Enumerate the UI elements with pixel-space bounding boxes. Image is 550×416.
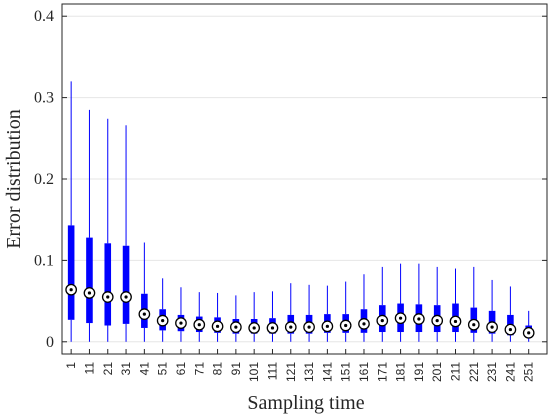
box-11 (83, 109, 96, 342)
x-tick-label: 181 (394, 362, 408, 382)
x-tick-label: 41 (137, 362, 151, 376)
y-tick-label: 0.2 (34, 171, 54, 188)
box-141 (321, 285, 334, 342)
median-dot (435, 319, 439, 323)
median-dot (472, 323, 476, 327)
x-tick-label: 21 (101, 362, 115, 376)
x-tick-label: 101 (247, 362, 261, 382)
grid-lines (62, 15, 547, 343)
box-91 (230, 295, 242, 342)
x-tick-label: 71 (192, 362, 206, 376)
median-dot (344, 323, 348, 328)
iqr-box (86, 237, 93, 324)
box-41 (138, 242, 151, 342)
x-tick-label: 11 (82, 362, 96, 375)
x-tick-label: 191 (412, 362, 426, 382)
median-dot (270, 326, 275, 330)
median-dot (362, 322, 366, 326)
box-131 (303, 284, 315, 342)
box-201 (431, 266, 444, 342)
box-31 (120, 125, 132, 342)
box-71 (193, 292, 206, 342)
x-axis-title: Sampling time (247, 392, 364, 414)
box-151 (339, 281, 352, 342)
y-tick-label: 0.4 (34, 8, 54, 25)
median-dot (106, 295, 110, 299)
box-161 (358, 274, 370, 342)
median-dot (289, 325, 293, 329)
x-tick-label: 251 (522, 362, 536, 382)
median-dot (69, 288, 73, 292)
median-dot (398, 316, 403, 320)
x-tick-label: 1 (64, 362, 78, 369)
box-171 (376, 266, 389, 342)
box-231 (486, 279, 498, 342)
x-axis-ticks: 1 11 21 31 41 51 61 71 81 91 101 111 121 131 141 151 161… (64, 349, 536, 382)
box-251 (522, 310, 535, 342)
median-dot (215, 324, 220, 328)
box-241 (504, 286, 517, 342)
box-221 (467, 266, 480, 342)
x-tick-label: 141 (320, 362, 334, 382)
median-dot (325, 324, 329, 328)
box-121 (284, 283, 297, 342)
x-tick-label: 111 (265, 362, 279, 381)
iqr-box (104, 243, 112, 326)
box-51 (156, 278, 169, 342)
median-dot (197, 323, 201, 327)
x-tick-label: 81 (211, 362, 225, 376)
median-dot (508, 327, 512, 332)
box-211 (449, 268, 462, 342)
box-1 (65, 81, 78, 342)
boxes (65, 81, 535, 342)
x-tick-label: 151 (339, 362, 353, 382)
box-181 (394, 263, 407, 342)
x-tick-label: 231 (485, 362, 499, 382)
y-axis-title: Error distribution (3, 109, 25, 248)
x-tick-label: 131 (302, 362, 316, 382)
box-101 (248, 292, 261, 342)
median-dot (307, 325, 311, 329)
box-61 (175, 287, 187, 342)
x-tick-label: 91 (229, 362, 243, 376)
y-axis-ticks: 0 0.1 0.2 0.3 0.4 (34, 8, 547, 351)
median-dot (142, 312, 146, 316)
box-111 (266, 291, 279, 342)
iqr-box (122, 245, 130, 324)
median-dot (124, 295, 128, 299)
x-tick-label: 61 (174, 362, 188, 376)
median-dot (527, 331, 531, 335)
median-dot (490, 325, 494, 329)
x-tick-label: 241 (503, 362, 517, 382)
median-dot (417, 317, 421, 321)
x-tick-label: 201 (430, 362, 444, 382)
median-dot (453, 319, 458, 324)
y-tick-label: 0 (46, 334, 54, 351)
median-dot (87, 291, 92, 295)
iqr-box (67, 225, 75, 320)
median-dot (161, 319, 165, 323)
box-21 (101, 118, 114, 342)
x-tick-label: 211 (448, 362, 462, 381)
x-tick-label: 171 (375, 362, 389, 382)
y-tick-label: 0.3 (34, 90, 54, 107)
y-tick-label: 0.1 (34, 252, 54, 269)
x-tick-label: 221 (467, 362, 481, 382)
median-dot (234, 325, 238, 329)
box-191 (413, 263, 425, 342)
median-dot (179, 321, 183, 325)
median-dot (252, 326, 256, 330)
x-tick-label: 161 (357, 362, 371, 382)
x-tick-label: 121 (284, 362, 298, 382)
median-dot (380, 319, 384, 323)
x-tick-label: 31 (119, 362, 133, 376)
x-tick-label: 51 (156, 362, 170, 376)
box-81 (211, 292, 224, 342)
